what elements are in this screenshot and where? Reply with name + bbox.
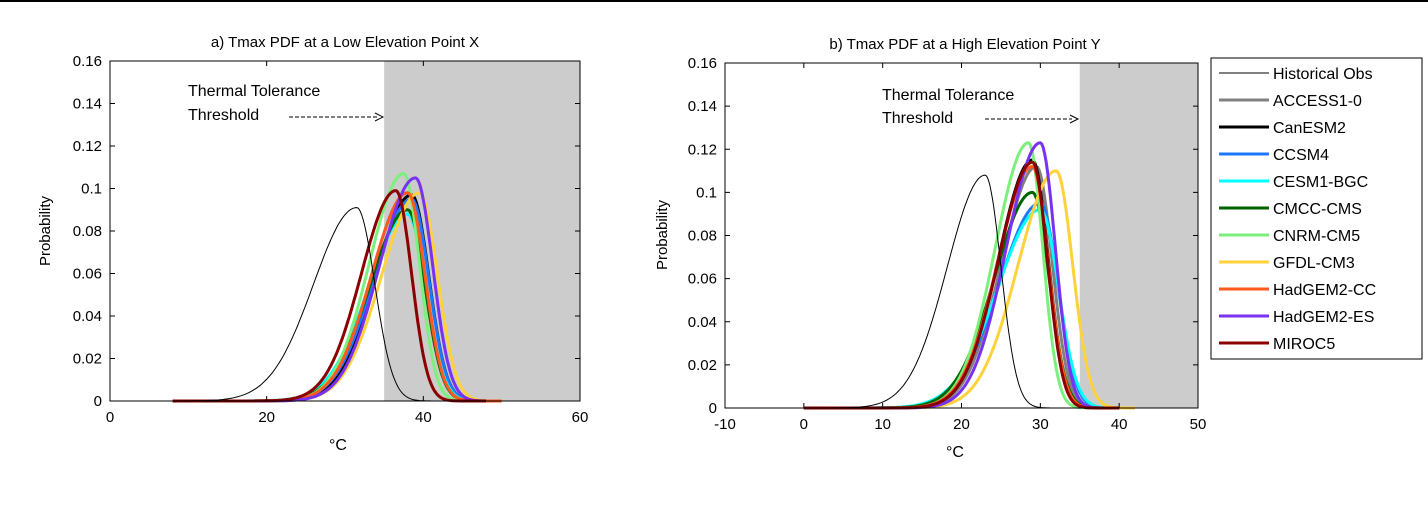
x-tick-label: 0 (800, 416, 808, 433)
threshold-arrowhead (1069, 114, 1080, 124)
y-tick-label: 0.14 (73, 96, 102, 113)
y-axis-label: Probability (654, 199, 671, 270)
y-tick-label: 0.12 (73, 138, 102, 155)
threshold-shade (384, 61, 580, 401)
x-tick-label: -10 (714, 416, 736, 433)
series-line-historical-obs (788, 174, 1064, 409)
top-rule (0, 0, 1428, 2)
x-tick-label: 10 (874, 416, 891, 433)
y-tick-label: 0.14 (688, 98, 717, 115)
annotation-line-2: Threshold (188, 107, 259, 124)
legend-label: CanESM2 (1273, 120, 1346, 137)
x-tick-label: 30 (1032, 416, 1049, 433)
threshold-arrowhead (374, 112, 385, 122)
y-axis-label: Probability (37, 195, 54, 266)
annotation-line-1: Thermal Tolerance (188, 83, 320, 100)
x-tick-label: 60 (572, 409, 589, 426)
y-tick-label: 0 (709, 400, 717, 417)
y-tick-label: 0.1 (696, 184, 717, 201)
x-tick-label: 20 (258, 409, 275, 426)
y-tick-label: 0.08 (73, 223, 102, 240)
y-tick-label: 0.16 (73, 53, 102, 70)
y-tick-label: 0.02 (73, 351, 102, 368)
y-tick-label: 0.04 (688, 314, 717, 331)
x-tick-label: 50 (1190, 416, 1207, 433)
y-tick-label: 0.12 (688, 141, 717, 158)
chart-a-low-elevation: 0 0.02 0.04 0.06 0.08 0.1 0.12 0.14 0.16 0 20 40 60 a… (37, 34, 588, 454)
legend-label: CCSM4 (1273, 147, 1329, 164)
y-tick-label: 0 (94, 393, 102, 410)
x-tick-label: 40 (415, 409, 432, 426)
legend: Historical Obs ACCESS1-0 CanESM2 CCSM4 CESM1… (1210, 57, 1423, 360)
x-axis-label: °C (946, 444, 964, 461)
y-tick-label: 0.16 (688, 55, 717, 72)
chart-title: a) Tmax PDF at a Low Elevation Point X (211, 34, 479, 51)
legend-label: Historical Obs (1273, 66, 1373, 83)
x-tick-label: 40 (1111, 416, 1128, 433)
legend-label: GFDL-CM3 (1273, 255, 1355, 272)
legend-label: CMCC-CMS (1273, 201, 1362, 218)
x-tick-label: 20 (953, 416, 970, 433)
annotation-line-1: Thermal Tolerance (882, 87, 1014, 104)
legend-label: CESM1-BGC (1273, 174, 1368, 191)
threshold-shade (1079, 63, 1198, 408)
chart-title: b) Tmax PDF at a High Elevation Point Y (829, 36, 1100, 53)
x-tick-label: 0 (106, 409, 114, 426)
y-tick-label: 0.02 (688, 357, 717, 374)
y-tick-label: 0.06 (688, 271, 717, 288)
legend-label: HadGEM2-CC (1273, 282, 1376, 299)
y-tick-label: 0.1 (81, 181, 102, 198)
legend-label: HadGEM2-ES (1273, 309, 1374, 326)
chart-b-high-elevation: 00.020.040.060.080.10.120.140.16-10 0 10 20… (654, 36, 1206, 461)
x-axis-label: °C (329, 437, 347, 454)
legend-label: CNRM-CM5 (1273, 228, 1360, 245)
annotation-line-2: Threshold (882, 110, 953, 127)
legend-label: ACCESS1-0 (1273, 93, 1362, 110)
legend-label: MIROC5 (1273, 336, 1335, 353)
y-tick-label: 0.08 (688, 228, 717, 245)
y-tick-label: 0.06 (73, 266, 102, 283)
y-tick-label: 0.04 (73, 308, 102, 325)
